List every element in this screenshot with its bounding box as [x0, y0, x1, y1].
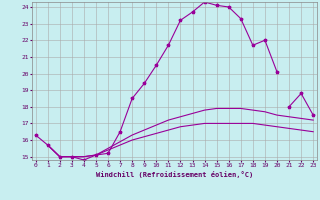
X-axis label: Windchill (Refroidissement éolien,°C): Windchill (Refroidissement éolien,°C) [96, 171, 253, 178]
